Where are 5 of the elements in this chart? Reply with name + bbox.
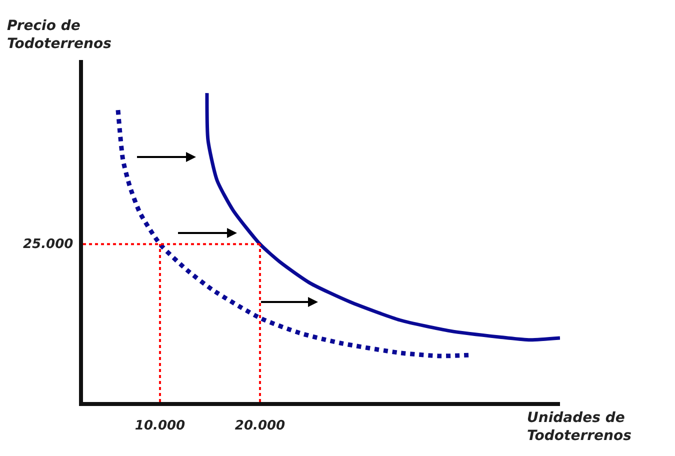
x-axis-title: Unidades de Todoterrenos [527,410,632,444]
y-axis-title: Precio de Todoterrenos [7,18,112,52]
x-tick-label: 20.000 [234,418,286,434]
text: 25.000 [23,237,74,252]
x-tick-label: 10.000 [134,418,186,434]
